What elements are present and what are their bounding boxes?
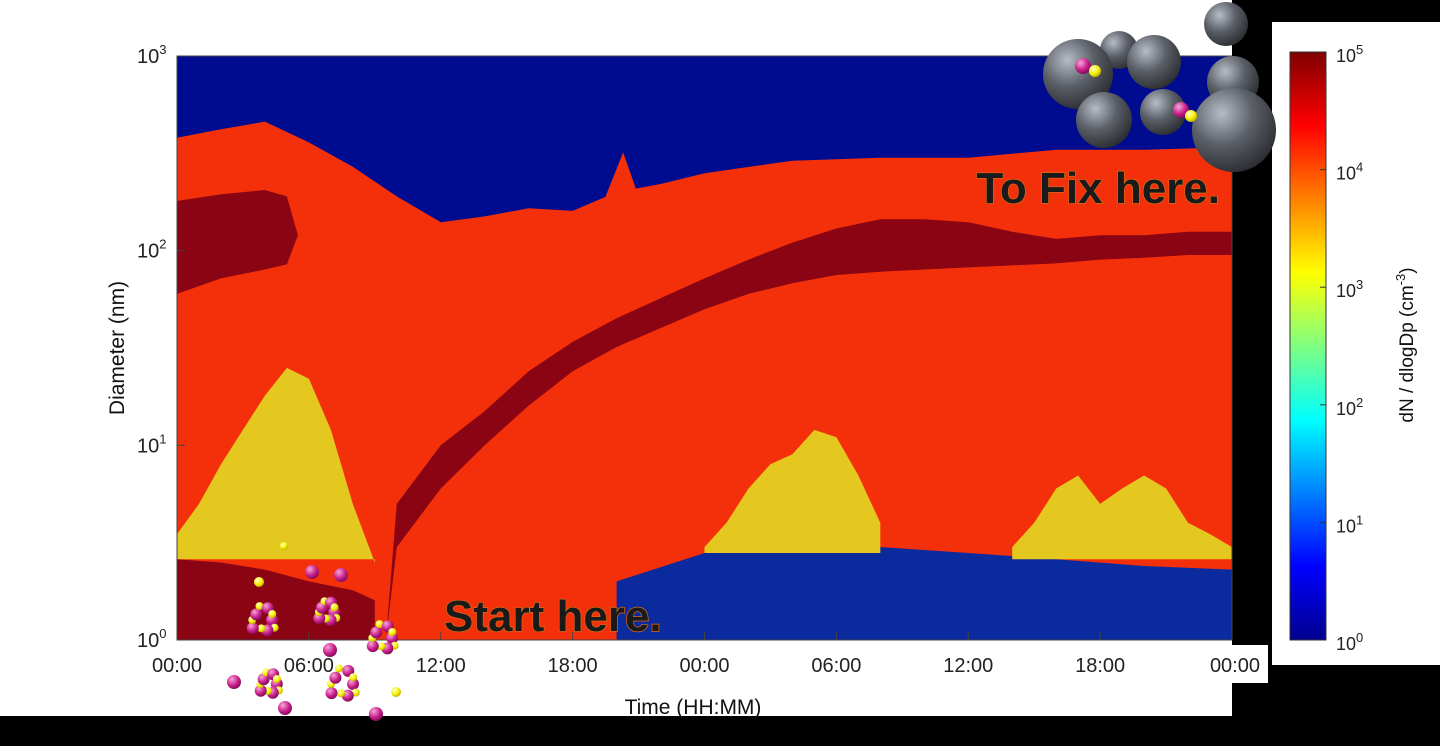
- cluster-particle: [335, 664, 343, 673]
- cluster-particle: [257, 624, 266, 633]
- small-particle: [334, 568, 348, 582]
- large-particle: [1076, 92, 1132, 148]
- colorbar-label: dN / dlogDp (cm-3): [1393, 267, 1418, 422]
- large-particle: [1192, 88, 1276, 172]
- cluster-particle: [349, 673, 358, 682]
- colorbar-tick-label: 102: [1336, 395, 1363, 419]
- large-particles-illustration: [1043, 2, 1276, 172]
- plume-spike: [605, 152, 639, 197]
- cluster-particle: [337, 689, 345, 698]
- nucleation-cluster: [313, 596, 341, 627]
- large-particle: [1204, 2, 1248, 46]
- plot-area: [177, 56, 1232, 640]
- x-tick-label: 12:00: [943, 655, 993, 677]
- cluster-particle: [347, 678, 359, 690]
- cluster-particle: [268, 610, 277, 618]
- small-particle: [391, 687, 401, 697]
- cluster-particle: [366, 640, 379, 653]
- colorbar-tick-label: 100: [1336, 630, 1363, 654]
- small-particle: [254, 577, 264, 587]
- x-tick-label: 18:00: [1075, 655, 1125, 677]
- annotation-start-here: Start here.: [444, 592, 662, 641]
- x-tick-label: 06:00: [811, 655, 861, 677]
- y-axis: 100 101 102 103: [137, 42, 185, 652]
- nucleation-cluster: [366, 620, 399, 655]
- large-particle: [1127, 35, 1181, 89]
- small-particle: [305, 565, 319, 579]
- x-axis: 00:00 06:00 12:00 18:00 00:00 06:00 12:00 18:00…: [152, 632, 1260, 677]
- cluster-particle: [272, 675, 281, 683]
- nucleation-band-middle: [704, 429, 881, 553]
- cluster-particle: [330, 603, 339, 612]
- y-tick-label: 101: [137, 431, 166, 457]
- colorbar-ticks: 100 101 102 103 104 105: [1320, 42, 1363, 654]
- colorbar-tick-label: 104: [1336, 160, 1363, 184]
- tick-label-panel: [1232, 645, 1268, 683]
- colorbar-tick-label: 101: [1336, 512, 1363, 536]
- cluster-particle: [313, 612, 326, 625]
- small-particle: [1089, 65, 1101, 77]
- small-particle: [369, 707, 383, 721]
- small-particle: [1185, 110, 1197, 122]
- x-tick-label: 00:00: [1210, 655, 1260, 677]
- cluster-particle: [246, 622, 259, 635]
- small-particle: [227, 675, 241, 689]
- x-tick-label: 18:00: [548, 655, 598, 677]
- cluster-particle: [255, 602, 264, 611]
- large-particle: [1043, 39, 1113, 109]
- nucleation-cluster: [246, 602, 279, 637]
- cluster-particle: [370, 626, 383, 639]
- x-tick-label: 12:00: [416, 655, 466, 677]
- nucleation-cluster: [254, 668, 283, 699]
- y-axis-label: Diameter (nm): [106, 281, 129, 415]
- y-tick-label: 100: [137, 626, 166, 652]
- y-tick-label: 103: [137, 42, 166, 68]
- x-tick-label: 00:00: [679, 655, 729, 677]
- x-tick-label: 00:00: [152, 655, 202, 677]
- small-particle: [280, 542, 288, 550]
- cluster-particle: [329, 671, 342, 684]
- early-mode-band: [177, 190, 298, 294]
- small-particle: [1173, 102, 1189, 118]
- nucleation-band-right: [1012, 475, 1232, 560]
- cluster-particle: [254, 684, 267, 697]
- cluster-particle: [388, 628, 397, 636]
- cluster-particle: [386, 632, 399, 644]
- nucleation-clusters-illustration: [227, 542, 401, 721]
- small-particle: [323, 643, 337, 657]
- cluster-particle: [250, 608, 263, 621]
- nucleation-cluster: [325, 664, 360, 702]
- cluster-particle: [266, 614, 279, 626]
- small-particle: [1075, 58, 1091, 74]
- cluster-particle: [351, 688, 360, 697]
- x-axis-label: Time (HH:MM): [625, 696, 762, 719]
- x-tick-label: 06:00: [284, 655, 334, 677]
- low-concentration-band-right: [616, 541, 1232, 640]
- cluster-particle: [325, 687, 338, 700]
- cluster-particle: [375, 620, 384, 629]
- large-particle: [1140, 89, 1186, 135]
- small-particle: [278, 701, 292, 715]
- cluster-particle: [377, 642, 386, 651]
- nucleation-band-left: [177, 367, 375, 563]
- colorbar: [1289, 51, 1327, 641]
- y-tick-label: 102: [137, 237, 166, 263]
- colorbar-tick-label: 103: [1336, 277, 1363, 301]
- annotation-fix-here: To Fix here.: [976, 164, 1220, 213]
- colorbar-tick-label: 105: [1336, 42, 1363, 66]
